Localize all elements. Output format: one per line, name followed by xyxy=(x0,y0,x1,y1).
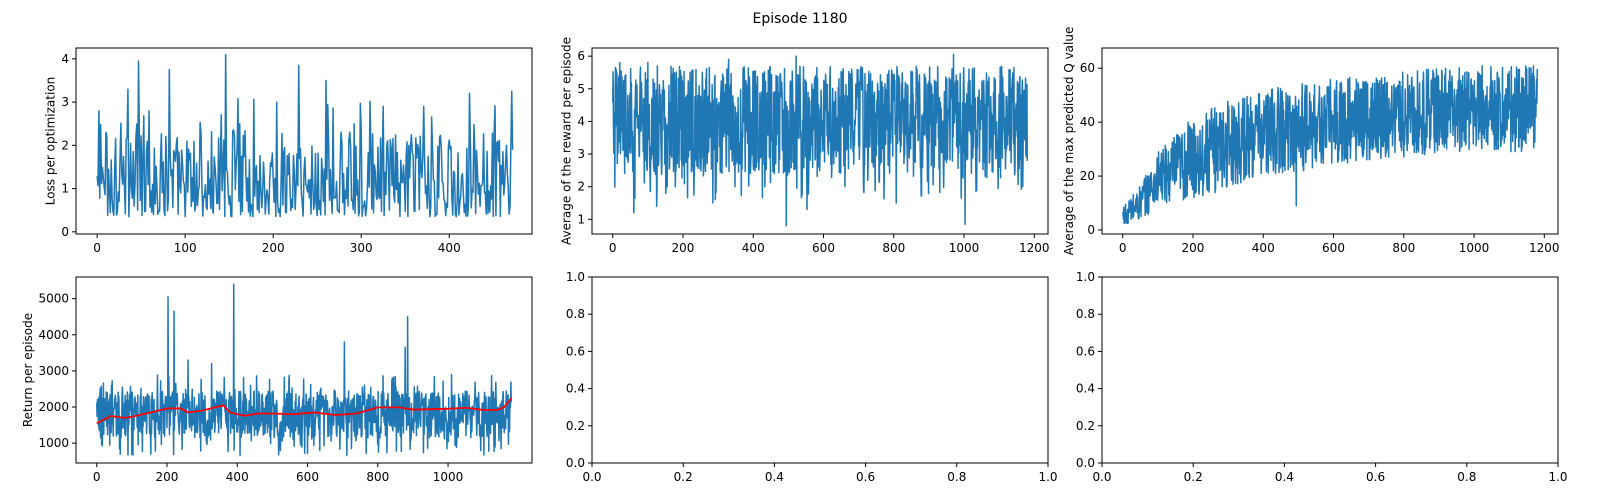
x-tick-label: 200 xyxy=(156,470,179,484)
axes-frame xyxy=(1101,47,1559,235)
y-axis-label: Average of the reward per episode xyxy=(560,37,574,245)
y-tick-label: 0.2 xyxy=(566,419,585,433)
x-tick-label: 0.8 xyxy=(1457,470,1476,484)
y-tick-label: 4 xyxy=(61,52,69,66)
y-tick-label: 0.8 xyxy=(566,307,585,321)
y-tick-label: 6 xyxy=(577,49,585,63)
y-tick-label: 3000 xyxy=(38,364,69,378)
x-tick-label: 0.6 xyxy=(856,470,875,484)
axes-frame xyxy=(591,47,1049,235)
y-tick-label: 0.4 xyxy=(566,382,585,396)
axes-frame xyxy=(1101,276,1559,464)
y-tick-label: 5 xyxy=(577,82,585,96)
x-tick-label: 600 xyxy=(296,470,319,484)
x-tick-label: 1200 xyxy=(1529,241,1560,255)
y-tick-label: 0.0 xyxy=(566,456,585,470)
x-tick-label: 300 xyxy=(350,241,373,255)
subplot-6: 0.0 0.2 0.4 0.6 0.8 1.0 0.0 0.2 0.4 0.6 0.8 1.0 xyxy=(1076,270,1568,484)
subplot-4: 0 200 400 600 800 1000 1000 2000 3000 4000 5000Ret… xyxy=(21,276,533,484)
plot-area xyxy=(1121,64,1539,224)
x-tick-label: 0 xyxy=(1119,241,1127,255)
series-line xyxy=(96,53,514,218)
x-tick-label: 0.0 xyxy=(582,470,601,484)
x-tick-label: 1.0 xyxy=(1038,470,1057,484)
subplot-3: 0 200 400 600 800 1000 1200 0 20 40 60 Average of t… xyxy=(1062,27,1560,256)
x-tick-label: 0.0 xyxy=(1092,470,1111,484)
x-tick-label: 0.6 xyxy=(1366,470,1385,484)
plot-area xyxy=(95,283,513,457)
y-tick-label: 1 xyxy=(61,182,69,196)
y-axis-label: Loss per optimization xyxy=(44,77,58,206)
axes-frame xyxy=(75,47,533,235)
x-tick-label: 1000 xyxy=(949,241,980,255)
x-tick-label: 200 xyxy=(262,241,285,255)
y-tick-label: 2 xyxy=(61,138,69,152)
x-tick-label: 400 xyxy=(742,241,765,255)
y-tick-label: 1 xyxy=(577,212,585,226)
y-tick-label: 3 xyxy=(577,147,585,161)
x-tick-label: 800 xyxy=(882,241,905,255)
axes-frame xyxy=(75,276,533,464)
y-tick-label: 4 xyxy=(577,114,585,128)
y-tick-label: 4000 xyxy=(38,328,69,342)
series-line xyxy=(611,53,1029,227)
x-tick-label: 400 xyxy=(438,241,461,255)
x-tick-label: 600 xyxy=(1322,241,1345,255)
plot-area xyxy=(611,53,1029,227)
y-tick-label: 5000 xyxy=(38,292,69,306)
y-tick-label: 20 xyxy=(1080,169,1095,183)
x-tick-label: 600 xyxy=(812,241,835,255)
y-tick-label: 0.6 xyxy=(1076,344,1095,358)
x-tick-label: 0 xyxy=(609,241,617,255)
y-tick-label: 0.0 xyxy=(1076,456,1095,470)
x-tick-label: 0.2 xyxy=(1184,470,1203,484)
y-tick-label: 60 xyxy=(1080,61,1095,75)
x-tick-label: 800 xyxy=(366,470,389,484)
y-tick-label: 0.8 xyxy=(1076,307,1095,321)
y-tick-label: 0.2 xyxy=(1076,419,1095,433)
y-tick-label: 0.6 xyxy=(566,344,585,358)
series-line xyxy=(95,283,513,457)
x-tick-label: 1.0 xyxy=(1548,470,1567,484)
y-tick-label: 0.4 xyxy=(1076,382,1095,396)
y-tick-label: 0 xyxy=(1087,223,1095,237)
x-tick-label: 400 xyxy=(1252,241,1275,255)
axes-frame xyxy=(591,276,1049,464)
x-tick-label: 400 xyxy=(226,470,249,484)
y-tick-label: 1.0 xyxy=(1076,270,1095,284)
figure-title: Episode 1180 xyxy=(752,11,847,27)
subplot-5: 0.0 0.2 0.4 0.6 0.8 1.0 0.0 0.2 0.4 0.6 0.8 1.0 xyxy=(566,270,1058,484)
x-tick-label: 200 xyxy=(1182,241,1205,255)
y-tick-label: 0 xyxy=(61,225,69,239)
y-tick-label: 1000 xyxy=(38,436,69,450)
y-tick-label: 3 xyxy=(61,95,69,109)
x-tick-label: 0.4 xyxy=(765,470,784,484)
x-tick-label: 0 xyxy=(93,241,101,255)
y-tick-label: 2 xyxy=(577,180,585,194)
x-tick-label: 1000 xyxy=(433,470,464,484)
x-tick-label: 0.8 xyxy=(947,470,966,484)
x-tick-label: 1000 xyxy=(1459,241,1490,255)
series-line xyxy=(1121,64,1539,224)
x-tick-label: 800 xyxy=(1392,241,1415,255)
y-tick-label: 40 xyxy=(1080,115,1095,129)
y-tick-label: 1.0 xyxy=(566,270,585,284)
y-tick-label: 2000 xyxy=(38,400,69,414)
x-tick-label: 100 xyxy=(174,241,197,255)
x-tick-label: 0.2 xyxy=(674,470,693,484)
x-tick-label: 200 xyxy=(672,241,695,255)
x-tick-label: 0 xyxy=(93,470,101,484)
plot-area xyxy=(96,53,514,218)
x-tick-label: 0.4 xyxy=(1275,470,1294,484)
x-tick-label: 1200 xyxy=(1019,241,1050,255)
moving-average-line xyxy=(96,397,512,425)
y-axis-label: Average of the max predicted Q value xyxy=(1062,27,1076,256)
y-axis-label: Return per episode xyxy=(21,313,35,427)
